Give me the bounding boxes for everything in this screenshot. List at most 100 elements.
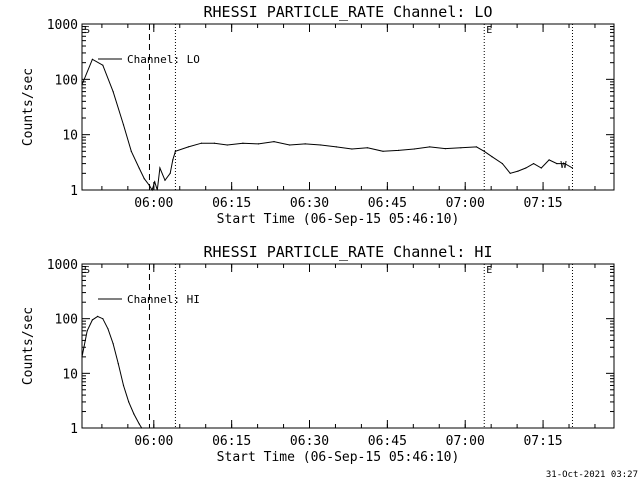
data-point: [174, 150, 176, 152]
data-point: [169, 172, 171, 174]
panel-hi: RHESSI PARTICLE_RATE Channel: HI 1 10 100 10…: [21, 243, 615, 465]
data-point: [289, 144, 291, 146]
data-point: [154, 181, 156, 183]
data-point: [213, 142, 215, 144]
data-point: [91, 319, 93, 321]
y-tick-label: 100: [55, 313, 78, 328]
data-point: [172, 159, 174, 161]
x-tick-label: 07:00: [446, 434, 485, 449]
data-point: [525, 167, 527, 169]
data-point: [112, 91, 114, 93]
y-tick-label: 100: [55, 73, 78, 88]
data-point: [141, 427, 143, 429]
data-point: [148, 185, 151, 187]
data-point: [226, 144, 228, 146]
data-point: [138, 423, 140, 425]
series-line: [81, 58, 573, 192]
data-point: [200, 142, 202, 144]
data-point: [501, 163, 503, 165]
y-axis-title: Counts/sec: [21, 68, 36, 146]
data-point: [130, 150, 132, 152]
y-tick-label: 1000: [47, 258, 78, 273]
y-tick-label: 1: [70, 184, 78, 199]
marker-label-e: E: [486, 265, 492, 276]
data-point: [128, 401, 130, 403]
data-point: [122, 384, 125, 387]
data-point: [320, 144, 322, 146]
data-point: [273, 141, 275, 143]
plot-frame: [81, 263, 615, 429]
x-tick-label: 07:15: [523, 434, 562, 449]
data-point: [548, 159, 550, 161]
data-point: [91, 58, 93, 60]
legend-label: Channel: LO: [127, 53, 200, 66]
data-point: [533, 163, 535, 165]
x-tick-label: 06:00: [134, 196, 173, 211]
data-point: [143, 178, 145, 180]
x-tick-label: 06:45: [368, 196, 407, 211]
data-point: [398, 149, 400, 151]
y-tick-label: 1: [70, 422, 78, 437]
data-point: [335, 146, 337, 148]
data-point: [102, 318, 104, 320]
x-tick-label: 06:30: [290, 196, 329, 211]
marker-label-e: E: [486, 25, 492, 36]
data-point: [483, 150, 485, 152]
data-point: [571, 167, 574, 169]
marker-label-s: S: [84, 25, 90, 36]
data-point: [138, 167, 140, 169]
data-point: [122, 124, 125, 126]
data-point: [540, 167, 542, 169]
marker-label-w: W: [560, 160, 567, 171]
data-point: [102, 64, 104, 66]
data-point: [97, 315, 99, 317]
y-tick-label: 10: [62, 367, 78, 382]
x-axis-title: Start Time (06-Sep-15 05:46:10): [217, 450, 460, 465]
plot-frame: [81, 23, 615, 191]
chart-title: RHESSI PARTICLE_RATE Channel: LO: [204, 3, 493, 21]
series-line: [81, 315, 143, 429]
data-point: [517, 170, 519, 172]
data-point: [112, 343, 114, 345]
data-point: [429, 146, 431, 148]
x-tick-label: 07:00: [446, 196, 485, 211]
x-tick-label: 06:15: [212, 196, 251, 211]
y-tick-label: 10: [62, 129, 78, 144]
data-point: [564, 163, 566, 165]
data-point: [444, 148, 446, 150]
x-tick-label: 06:00: [134, 434, 173, 449]
data-point: [257, 143, 260, 145]
y-axis-title: Counts/sec: [21, 307, 36, 385]
x-tick-label: 06:45: [368, 434, 407, 449]
data-point: [382, 150, 384, 152]
data-point: [107, 328, 109, 330]
data-point: [556, 163, 558, 165]
data-point: [460, 147, 462, 149]
data-point: [475, 146, 478, 148]
data-point: [304, 143, 306, 145]
data-point: [413, 148, 415, 150]
data-point: [81, 84, 83, 86]
data-point: [351, 148, 353, 150]
legend-label: Channel: HI: [127, 293, 200, 306]
data-point: [242, 142, 244, 144]
x-axis-title: Start Time (06-Sep-15 05:46:10): [217, 212, 460, 227]
data-point: [159, 167, 161, 169]
y-tick-label: 1000: [47, 18, 78, 33]
data-point: [366, 147, 369, 149]
data-point: [509, 172, 511, 174]
data-point: [133, 413, 135, 415]
x-tick-label: 07:15: [523, 196, 562, 211]
marker-label-s: S: [84, 265, 90, 276]
data-point: [151, 189, 153, 191]
data-point: [156, 189, 158, 191]
data-point: [187, 146, 189, 148]
data-point: [81, 356, 83, 358]
panel-lo: RHESSI PARTICLE_RATE Channel: LO 1 10 100 10…: [21, 3, 615, 227]
data-point: [117, 363, 119, 365]
chart-title: RHESSI PARTICLE_RATE Channel: HI: [204, 243, 493, 261]
x-tick-label: 06:15: [212, 434, 251, 449]
data-point: [86, 330, 88, 332]
data-point: [164, 179, 166, 181]
